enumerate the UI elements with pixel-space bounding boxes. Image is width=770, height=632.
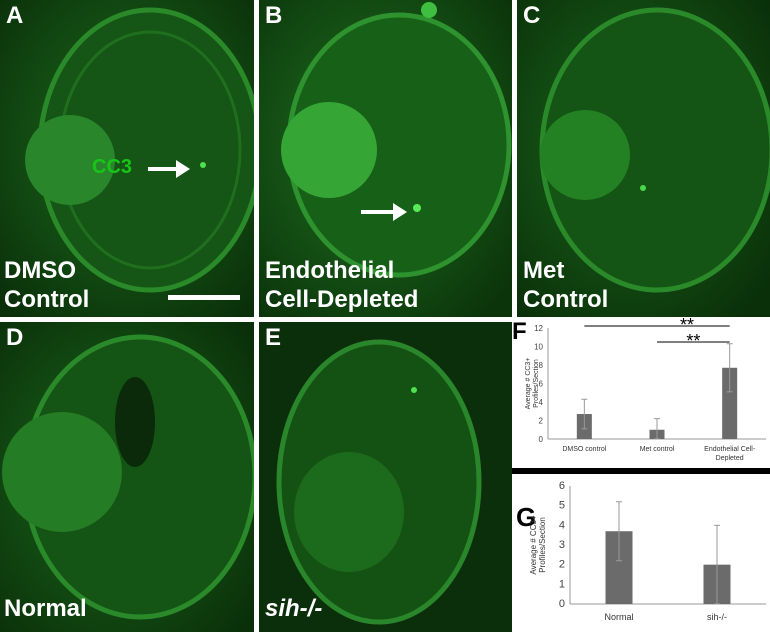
panel-d-condition: Normal [4, 594, 87, 623]
y-tick-label: 1 [559, 578, 565, 590]
chart-g-svg: 0 1 2 3 4 5 6 Average # CC3+ Profiles/Section Nor… [529, 480, 766, 622]
panel-a-condition: DMSO Control [4, 256, 89, 314]
panel-c-micrograph [517, 0, 770, 317]
chart-f: F 0 2 4 6 8 10 12 Average # CC3+ Profiles/Sectio… [512, 318, 770, 470]
panel-b: B Endothelial Cell-Depleted [259, 0, 512, 317]
y-tick-label: 3 [559, 539, 565, 551]
y-tick-label: 5 [559, 500, 565, 512]
y-tick-label: 4 [559, 519, 565, 531]
bar [722, 367, 738, 439]
arrow-icon [361, 203, 407, 221]
panel-d-label: D [6, 324, 24, 351]
panel-c-condition-line1: Met [523, 257, 565, 284]
panel-a: A CC3 DMSO Control [0, 0, 254, 317]
x-tick-label: Endothelial Cell- [704, 446, 756, 453]
chart-g-label: G [516, 502, 537, 532]
x-tick-label: Normal [604, 612, 633, 622]
panel-b-condition: Endothelial Cell-Depleted [265, 256, 418, 314]
x-tick-label: Met control [640, 446, 675, 453]
y-axis-label: Average # CC3+ [529, 515, 538, 575]
y-tick-label: 6 [539, 380, 544, 389]
panel-a-condition-line1: DMSO [4, 257, 76, 284]
panel-d-condition-line1: Normal [4, 595, 87, 622]
x-tick-label: DMSO control [562, 446, 606, 453]
significance-marker: ** [680, 318, 694, 335]
arrow-icon [148, 160, 190, 178]
cc3-label: CC3 [92, 156, 133, 178]
scale-bar [168, 295, 240, 300]
panel-b-micrograph [259, 0, 512, 317]
y-tick-label: 2 [539, 417, 544, 426]
x-tick-label: sih-/- [707, 612, 727, 622]
panel-c-condition-line2: Control [523, 286, 609, 313]
panel-a-label: A [6, 2, 24, 29]
y-axis-label: Profiles/Section [538, 517, 547, 573]
chart-g: G 0 1 2 3 4 5 6 Average # CC3+ Profiles/Section N… [512, 474, 770, 632]
panel-b-label: B [265, 2, 283, 29]
y-tick-label: 8 [539, 361, 544, 370]
significance-marker: ** [686, 331, 700, 351]
y-axis-label: Average # CC3+ [525, 358, 532, 410]
x-tick-label: Depleted [716, 455, 744, 462]
panel-c-condition: Met Control [523, 256, 608, 314]
panel-e-micrograph [259, 322, 512, 632]
panel-e-label: E [265, 324, 282, 351]
panel-b-condition-line1: Endothelial [265, 257, 395, 284]
y-tick-label: 2 [559, 559, 565, 571]
panel-c: C Met Control [517, 0, 770, 317]
panel-e-condition-line1: sih-/- [265, 595, 323, 622]
chart-f-svg: 0 2 4 6 8 10 12 Average # CC3+ Profiles/Section D… [525, 318, 766, 462]
y-tick-label: 6 [559, 480, 565, 492]
chart-f-label: F [512, 318, 527, 345]
y-tick-label: 0 [539, 435, 544, 444]
panel-d-micrograph [0, 322, 254, 632]
y-tick-label: 4 [539, 398, 544, 407]
y-tick-label: 12 [534, 324, 543, 333]
y-tick-label: 0 [559, 598, 565, 610]
panel-b-condition-line2: Cell-Depleted [265, 286, 419, 313]
panel-a-micrograph [0, 0, 254, 317]
panel-e: E sih-/- [259, 322, 512, 632]
panel-d: D Normal [0, 322, 254, 632]
panel-c-label: C [523, 2, 541, 29]
y-axis-label: Profiles/Section [533, 359, 540, 408]
y-tick-label: 10 [534, 343, 543, 352]
panel-a-condition-line2: Control [4, 286, 90, 313]
panel-e-condition: sih-/- [265, 594, 322, 623]
divider [512, 468, 770, 474]
